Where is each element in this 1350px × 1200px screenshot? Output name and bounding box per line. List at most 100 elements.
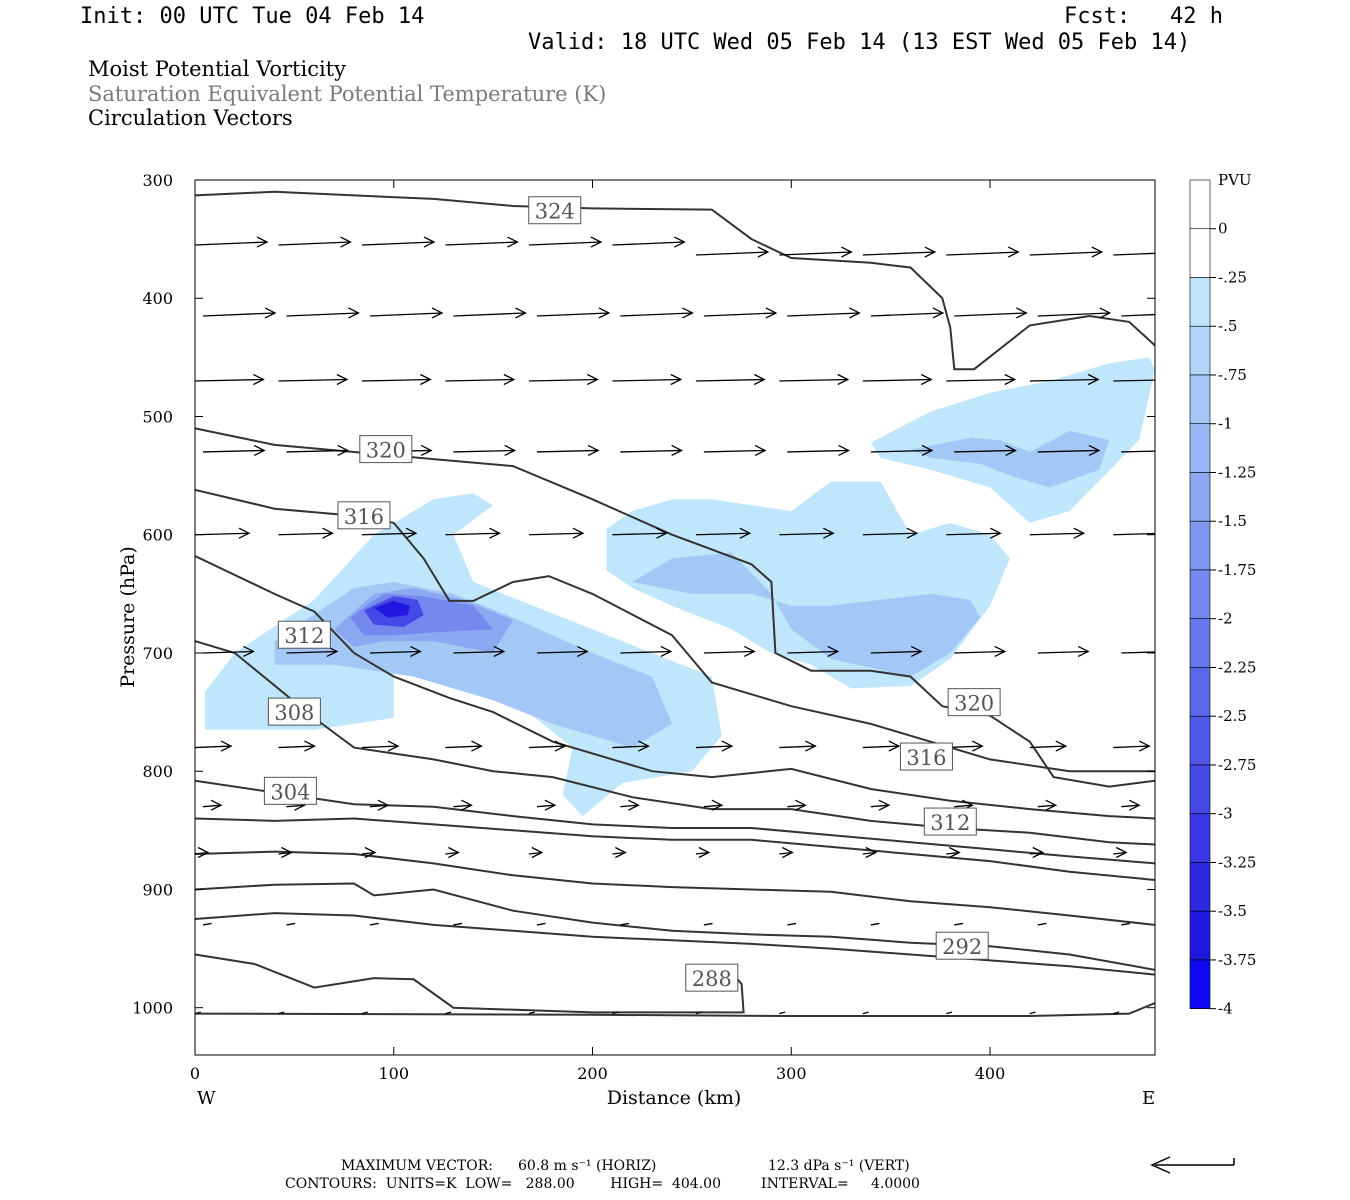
circulation-vector	[862, 851, 876, 855]
circulation-vector	[695, 745, 732, 749]
circulation-vector	[445, 241, 518, 246]
circulation-vector	[703, 804, 722, 808]
circulation-vector	[195, 745, 232, 749]
vector-arrowhead	[1008, 246, 1020, 258]
circulation-vector	[453, 804, 472, 808]
colorbar: PVU 0 -.25 -.5 -.75 -1 -1.25 -1.5 -1.75 -2 -2.25 -2…	[1189, 171, 1256, 1018]
vector-arrowhead	[721, 740, 734, 752]
colorbar-swatch	[1189, 472, 1211, 522]
vector-arrowhead	[1128, 799, 1141, 811]
circulation-vector	[202, 922, 212, 926]
vector-arrowhead	[615, 846, 627, 859]
vector-arrowhead	[628, 799, 640, 811]
colorbar-tick-label: -4	[1218, 1000, 1233, 1018]
circulation-vector	[361, 1011, 368, 1015]
vector-arrowhead	[489, 527, 501, 539]
circulation-vector	[453, 650, 504, 654]
circulation-vector	[1113, 379, 1155, 382]
circulation-vector	[1029, 378, 1099, 382]
contour-label: 304	[270, 780, 310, 804]
circulation-vector	[703, 449, 766, 453]
colorbar-tick-label: -2.75	[1218, 756, 1256, 774]
circulation-vector	[453, 922, 463, 926]
forecast-hour: Fcst: 42 h	[1064, 4, 1223, 29]
circulation-vector	[278, 378, 347, 382]
vector-arrowhead	[554, 740, 567, 752]
vector-arrowhead	[837, 373, 850, 386]
vector-arrowhead	[921, 444, 934, 457]
vector-arrowhead	[1073, 527, 1086, 539]
colorbar-swatch	[1189, 764, 1211, 815]
field-title-mpv: Moist Potential Vorticity	[88, 57, 346, 81]
circulation-vector	[620, 804, 639, 808]
vector-arrowhead	[670, 373, 683, 386]
circulation-vector	[195, 532, 250, 536]
circulation-vector	[361, 532, 416, 536]
vector-arrowhead	[587, 444, 600, 457]
circulation-vector	[620, 449, 682, 453]
colorbar-swatch	[1189, 520, 1211, 571]
vector-arrowhead	[420, 373, 432, 386]
theta-e-contour	[195, 427, 1155, 788]
vector-arrowhead	[364, 846, 377, 859]
contour-label-box	[337, 501, 391, 530]
circulation-vector	[195, 378, 264, 382]
vector-arrowhead	[387, 740, 400, 752]
circulation-vector	[278, 1011, 285, 1015]
colorbar-swatch	[1189, 569, 1211, 620]
vector-arrowhead	[572, 527, 585, 539]
circulation-vector	[612, 851, 626, 855]
colorbar-tick-label: -.75	[1218, 366, 1247, 384]
circulation-vector	[946, 851, 960, 855]
plot-frame	[194, 179, 1156, 1056]
circulation-vector	[612, 241, 685, 246]
vector-arrowhead	[448, 846, 460, 859]
colorbar-swatch	[1189, 910, 1211, 961]
circulation-vector	[536, 650, 588, 654]
contour-label: 320	[954, 692, 994, 716]
x-tick-label: 300	[776, 1064, 807, 1083]
colorbar-tick-label: -3	[1218, 805, 1233, 823]
colorbar-tick-label: 0	[1218, 220, 1228, 238]
circulation-vector	[862, 532, 917, 536]
max-vector-title: MAXIMUM VECTOR:	[341, 1158, 493, 1174]
vector-arrowhead	[493, 645, 506, 658]
circulation-vector	[954, 650, 1005, 654]
circulation-vector	[361, 851, 375, 855]
vector-arrowhead	[281, 846, 293, 859]
circulation-vector	[286, 922, 296, 926]
colorbar-tick-label: -3.75	[1218, 951, 1256, 969]
theta-e-contour	[195, 882, 1155, 971]
vector-arrowhead	[243, 645, 255, 658]
contour-labels: 324 320 316 312 308 304 320 316 312 292 288	[263, 196, 1001, 992]
circulation-vector	[278, 532, 333, 536]
circulation-vector	[1029, 1011, 1036, 1015]
circulation-vector	[528, 532, 583, 536]
circulation-vector	[528, 745, 565, 749]
vector-arrowhead	[1055, 740, 1068, 752]
circulation-vector	[862, 378, 932, 382]
vector-arrowhead	[507, 236, 519, 248]
x-tick-label: 0	[190, 1064, 200, 1083]
vector-arrowhead	[210, 799, 223, 811]
colorbar-swatch	[1189, 423, 1211, 473]
vector-arrowhead	[1138, 740, 1151, 752]
circulation-vector	[870, 312, 943, 317]
vector-arrowhead	[410, 645, 422, 658]
circulation-vector	[1113, 745, 1150, 749]
y-tick-label: 700	[142, 644, 173, 663]
vector-arrowhead	[638, 740, 650, 752]
vector-arrowhead	[994, 645, 1007, 658]
vector-arrowhead	[322, 527, 334, 539]
y-tick-label: 600	[142, 526, 173, 545]
circulation-vector	[361, 241, 434, 246]
circulation-vector	[870, 804, 889, 808]
vector-arrowhead	[990, 527, 1002, 539]
circulation-vector	[703, 650, 755, 654]
vector-arrowhead	[739, 527, 752, 539]
vector-arrowhead	[682, 307, 694, 319]
vector-arrowhead	[420, 444, 433, 457]
vector-arrowhead	[823, 527, 835, 539]
circulation-vector	[612, 378, 681, 382]
